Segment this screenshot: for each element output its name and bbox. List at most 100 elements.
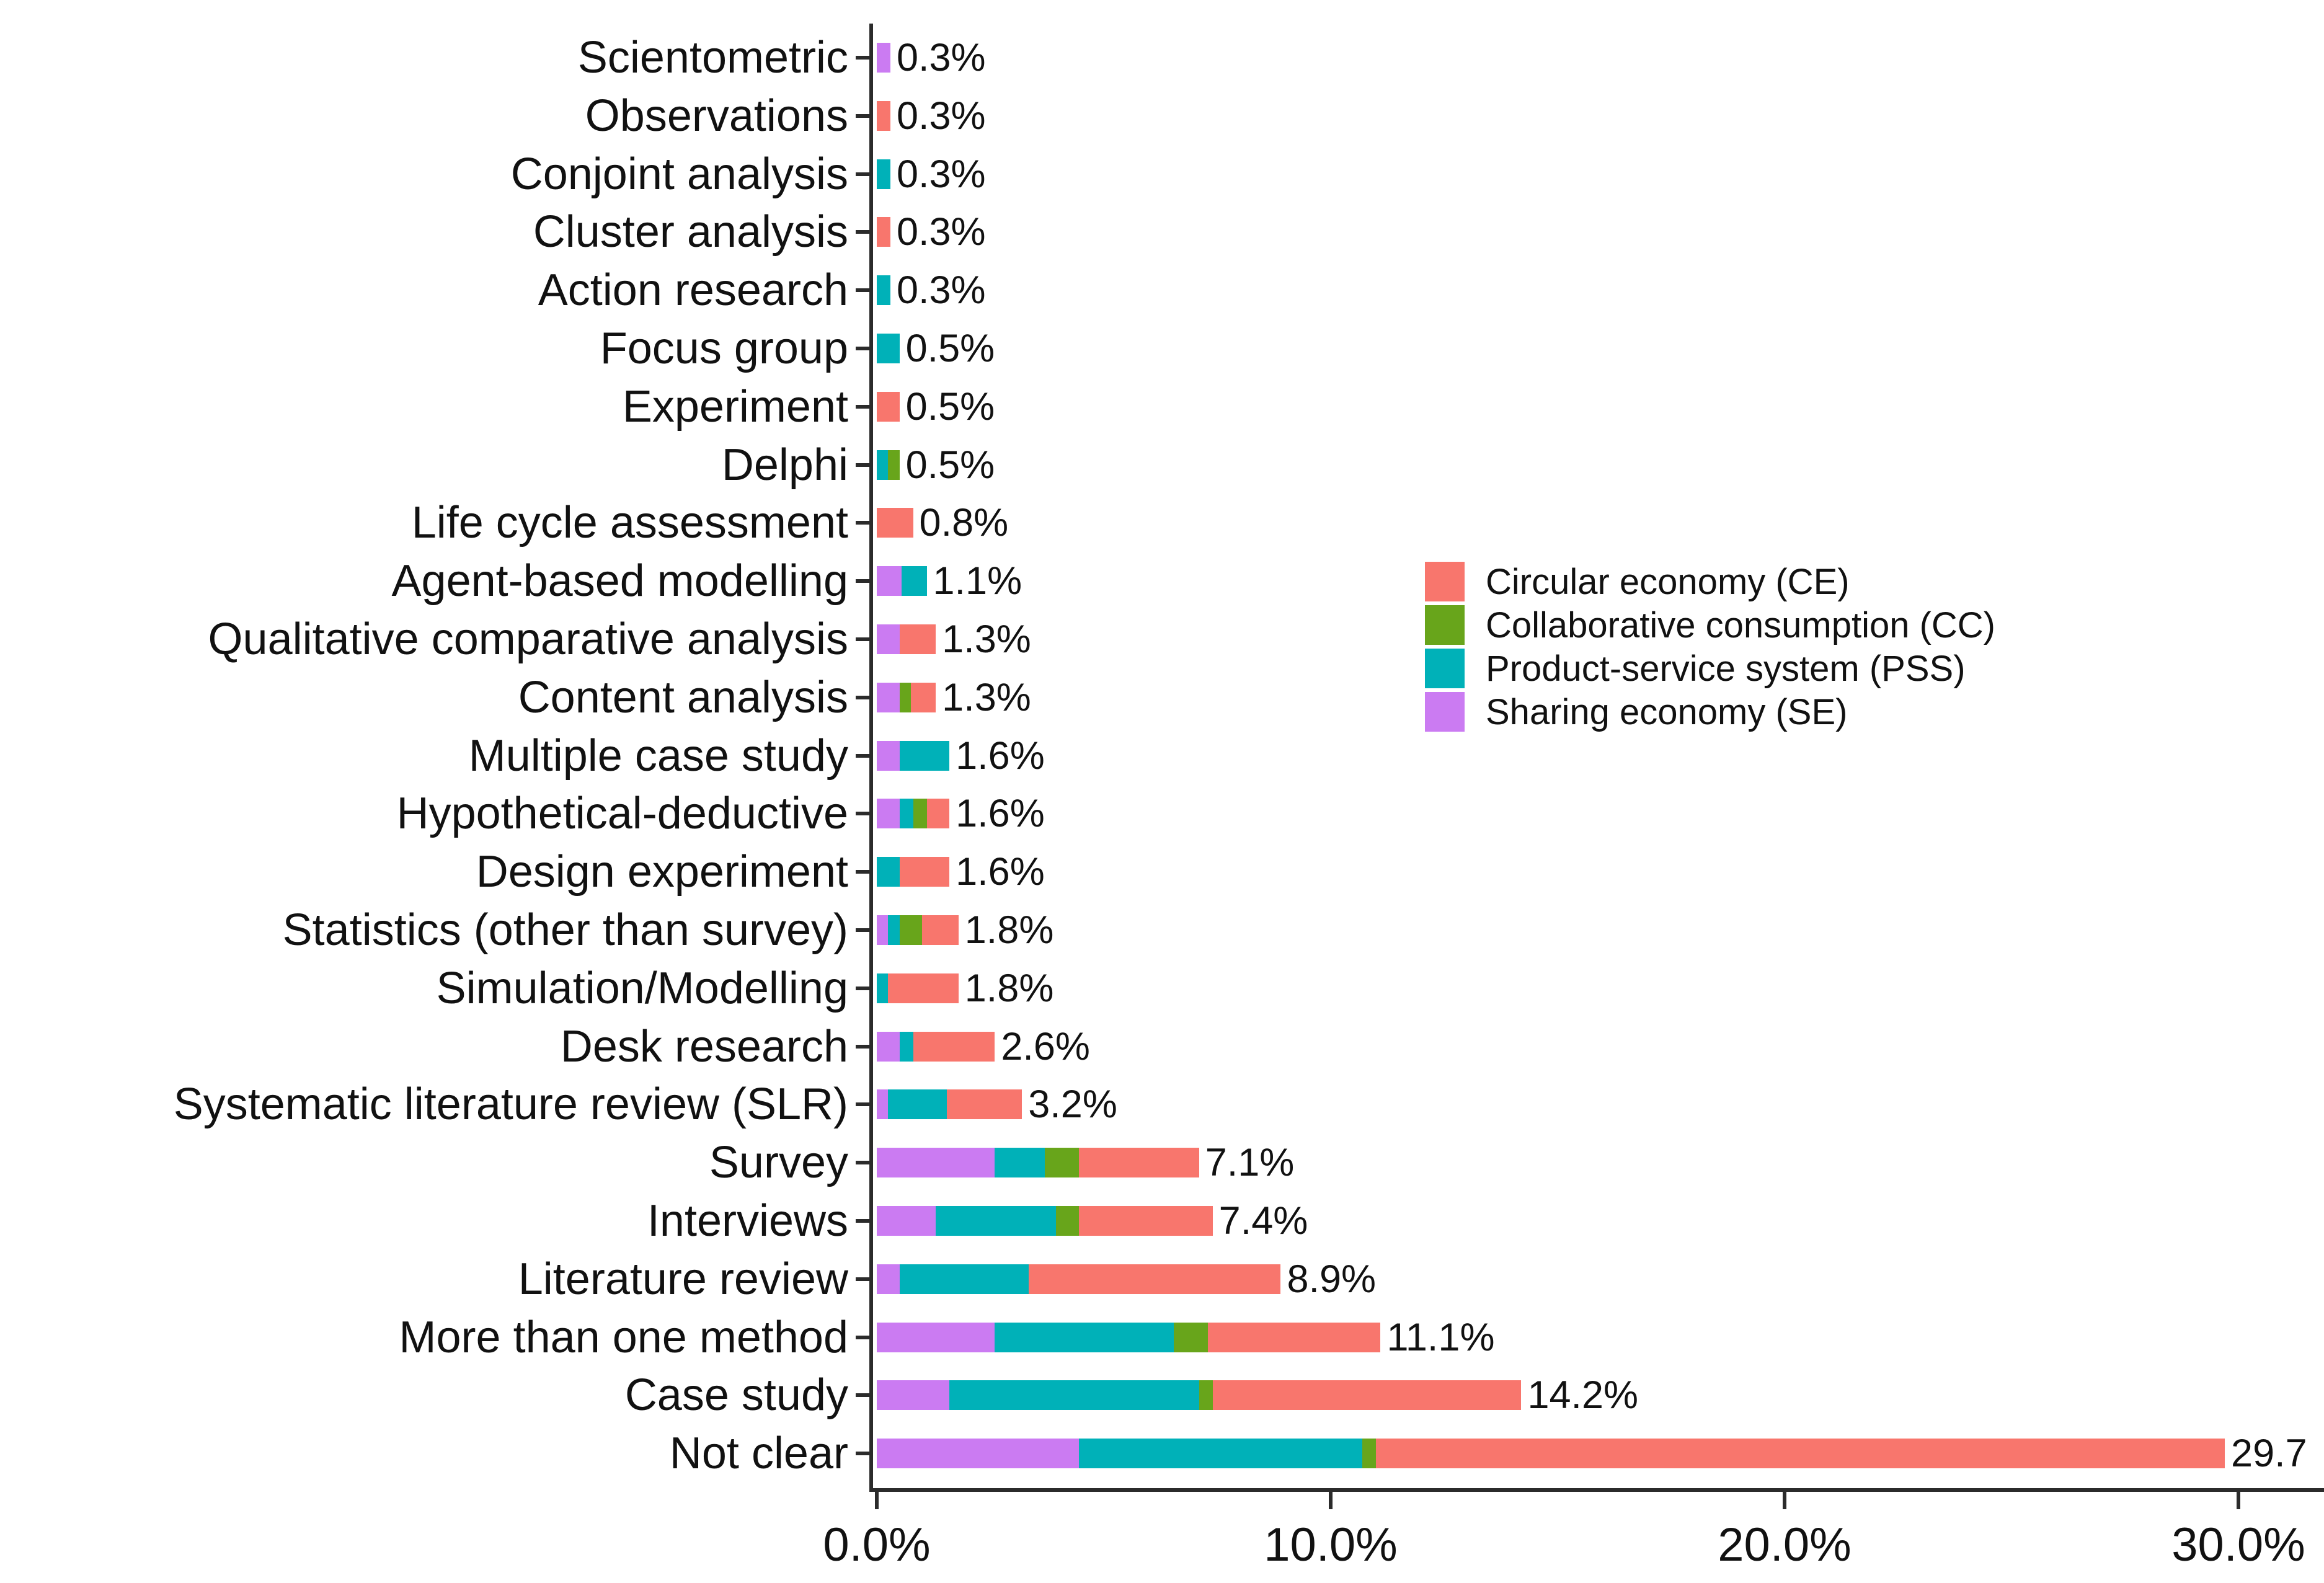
bar-segment-pss	[877, 334, 900, 363]
bar-segment-cc	[888, 450, 900, 480]
bar-segment-ce	[899, 857, 950, 887]
y-tick-mark	[856, 1452, 869, 1456]
category-label: Hypothetical-deductive	[396, 789, 848, 839]
value-label: 1.8%	[964, 908, 1054, 952]
bar-row	[877, 1380, 1522, 1411]
value-label: 1.6%	[956, 850, 1045, 894]
bar-segment-cc	[1362, 1439, 1377, 1469]
bar-segment-ce	[877, 508, 913, 538]
category-label: Simulation/Modelling	[436, 963, 848, 1013]
bar-row	[877, 1264, 1281, 1294]
y-tick-mark	[856, 1335, 869, 1339]
bar-segment-cc	[1199, 1380, 1213, 1411]
bar-segment-pss	[1078, 1439, 1363, 1469]
bar-segment-se	[877, 1148, 995, 1178]
value-label: 1.8%	[964, 966, 1054, 1010]
bar-row	[877, 391, 900, 422]
bar-segment-ce	[1208, 1322, 1381, 1352]
y-tick-mark	[856, 986, 869, 990]
bar-segment-pss	[899, 1031, 913, 1062]
category-label: Multiple case study	[468, 730, 848, 781]
bar-segment-cc	[913, 799, 927, 829]
value-label: 0.5%	[905, 327, 995, 370]
category-label: Survey	[709, 1138, 848, 1188]
value-label: 7.1%	[1205, 1141, 1295, 1185]
bar-row	[877, 275, 890, 306]
y-tick-mark	[856, 172, 869, 176]
y-tick-mark	[856, 347, 869, 350]
x-tick-mark	[2237, 1492, 2240, 1509]
category-label: Content analysis	[518, 672, 848, 722]
x-tick-label: 0.0%	[823, 1519, 931, 1571]
bar-segment-ce	[913, 1031, 995, 1062]
bar-segment-pss	[877, 857, 900, 887]
bar-row	[877, 682, 936, 712]
bar-row	[877, 43, 890, 73]
value-label: 1.3%	[942, 618, 1031, 661]
bar-segment-pss	[899, 799, 913, 829]
bar-row	[877, 1031, 995, 1062]
y-tick-mark	[856, 113, 869, 118]
bar-row	[877, 1322, 1381, 1352]
category-label: Action research	[538, 265, 848, 316]
bar-row	[877, 566, 927, 596]
category-label: More than one method	[399, 1312, 848, 1362]
bar-segment-cc	[1056, 1206, 1079, 1236]
bar-segment-ce	[1212, 1380, 1522, 1411]
y-axis-line	[869, 24, 873, 1492]
y-tick-mark	[856, 870, 869, 874]
bar-segment-ce	[947, 1089, 1022, 1120]
bar-segment-pss	[902, 566, 927, 596]
bar-segment-pss	[888, 1089, 947, 1120]
bar-row	[877, 1148, 1199, 1178]
y-tick-mark	[856, 463, 869, 467]
bar-segment-se	[877, 1089, 889, 1120]
value-label: 3.2%	[1028, 1083, 1117, 1127]
y-tick-mark	[856, 1102, 869, 1107]
bar-segment-se	[877, 682, 900, 712]
value-label: 1.6%	[956, 734, 1045, 778]
category-label: Agent-based modelling	[391, 556, 849, 606]
bar-segment-cc	[899, 915, 923, 945]
bar-segment-pss	[877, 973, 889, 1003]
legend-label: Circular economy (CE)	[1486, 561, 1850, 602]
bar-segment-pss	[995, 1322, 1174, 1352]
value-label: 1.6%	[956, 792, 1045, 836]
y-tick-mark	[856, 812, 869, 816]
y-tick-mark	[856, 1219, 869, 1223]
bar-segment-se	[877, 1439, 1079, 1469]
value-label: 0.3%	[896, 152, 986, 196]
y-tick-mark	[856, 1277, 869, 1281]
bar-row	[877, 100, 890, 131]
value-label: 0.8%	[919, 501, 1009, 545]
category-label: Desk research	[560, 1021, 848, 1071]
value-label: 0.3%	[896, 94, 986, 138]
category-label: Interviews	[647, 1196, 848, 1246]
bar-segment-ce	[922, 915, 959, 945]
y-tick-mark	[856, 404, 869, 409]
bar-segment-pss	[995, 1148, 1045, 1178]
bar-segment-se	[877, 740, 900, 771]
bar-segment-pss	[877, 159, 890, 189]
value-label: 2.6%	[1001, 1024, 1090, 1068]
bar-row	[877, 915, 959, 945]
bar-segment-cc	[899, 682, 911, 712]
bar-segment-ce	[877, 391, 900, 422]
bar-row	[877, 217, 890, 247]
bar-segment-ce	[888, 973, 959, 1003]
y-tick-mark	[856, 579, 869, 583]
value-label: 0.5%	[905, 384, 995, 428]
bar-row	[877, 857, 950, 887]
category-label: Observations	[585, 91, 848, 141]
x-tick-label: 20.0%	[1718, 1519, 1852, 1571]
bar-segment-ce	[1376, 1439, 2225, 1469]
x-tick-mark	[1329, 1492, 1333, 1509]
bar-row	[877, 1439, 2225, 1469]
bar-segment-cc	[1044, 1148, 1079, 1178]
category-label: Statistics (other than survey)	[282, 905, 848, 955]
bar-row	[877, 624, 936, 654]
category-label: Literature review	[518, 1254, 848, 1304]
bar-segment-ce	[1078, 1148, 1199, 1178]
bar-segment-se	[877, 915, 889, 945]
